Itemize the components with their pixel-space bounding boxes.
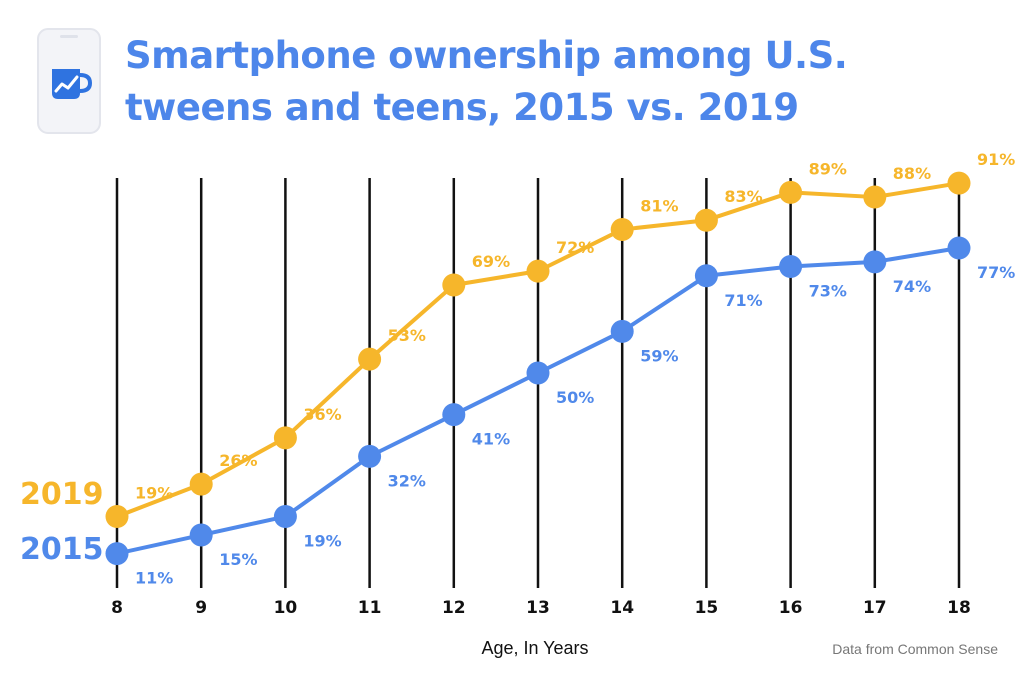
data-label-2015-age-11: 32% bbox=[388, 471, 426, 490]
data-label-2019-age-11: 53% bbox=[388, 326, 426, 345]
point-2015-age-9 bbox=[189, 523, 213, 547]
point-2015-age-18 bbox=[947, 236, 971, 260]
point-2019-age-17 bbox=[863, 185, 887, 209]
point-2015-age-17 bbox=[863, 250, 887, 274]
data-label-2019-age-18: 91% bbox=[977, 150, 1015, 169]
data-label-2019-age-14: 81% bbox=[640, 196, 678, 215]
x-tick-13: 13 bbox=[526, 598, 550, 618]
point-2015-age-16 bbox=[779, 255, 803, 279]
point-2019-age-14 bbox=[610, 217, 634, 241]
point-2019-age-13 bbox=[526, 259, 550, 283]
x-tick-18: 18 bbox=[947, 598, 971, 618]
x-tick-10: 10 bbox=[274, 598, 298, 618]
chart-title: Smartphone ownership among U.S. tweens a… bbox=[125, 30, 1005, 134]
x-axis-label: Age, In Years bbox=[481, 638, 589, 658]
x-tick-8: 8 bbox=[111, 598, 123, 618]
data-label-2015-age-14: 59% bbox=[640, 346, 678, 365]
data-label-2015-age-8: 11% bbox=[135, 569, 173, 588]
point-2019-age-9 bbox=[189, 472, 213, 496]
data-label-2019-age-10: 36% bbox=[303, 405, 341, 424]
chart-title-line-2: tweens and teens, 2015 vs. 2019 bbox=[125, 86, 799, 129]
data-label-2019-age-12: 69% bbox=[472, 252, 510, 271]
data-label-2015-age-17: 74% bbox=[893, 277, 931, 296]
point-2019-age-8 bbox=[105, 505, 129, 529]
point-2019-age-18 bbox=[947, 171, 971, 195]
source-note: Data from Common Sense bbox=[832, 641, 998, 657]
x-tick-12: 12 bbox=[442, 598, 466, 618]
data-label-2019-age-17: 88% bbox=[893, 164, 931, 183]
series-name-2015: 2015 bbox=[20, 532, 104, 567]
point-2019-age-12 bbox=[442, 273, 466, 297]
x-tick-17: 17 bbox=[863, 598, 887, 618]
point-2019-age-10 bbox=[273, 426, 297, 450]
data-label-2015-age-12: 41% bbox=[472, 430, 510, 449]
point-2015-age-15 bbox=[694, 264, 718, 288]
data-label-2015-age-18: 77% bbox=[977, 263, 1015, 282]
point-2015-age-8 bbox=[105, 542, 129, 566]
data-label-2015-age-13: 50% bbox=[556, 388, 594, 407]
point-2015-age-13 bbox=[526, 361, 550, 385]
point-2015-age-12 bbox=[442, 403, 466, 427]
x-tick-16: 16 bbox=[779, 598, 803, 618]
series-name-2019: 2019 bbox=[20, 477, 104, 512]
data-label-2019-age-8: 19% bbox=[135, 484, 173, 503]
x-tick-15: 15 bbox=[695, 598, 719, 618]
data-label-2015-age-16: 73% bbox=[809, 282, 847, 301]
point-2019-age-16 bbox=[779, 180, 803, 204]
x-tick-14: 14 bbox=[610, 598, 634, 618]
data-label-2015-age-15: 71% bbox=[724, 291, 762, 310]
data-label-2019-age-16: 89% bbox=[809, 159, 847, 178]
x-tick-11: 11 bbox=[358, 598, 382, 618]
point-2015-age-10 bbox=[273, 505, 297, 529]
point-2019-age-15 bbox=[694, 208, 718, 232]
point-2019-age-11 bbox=[358, 347, 382, 371]
point-2015-age-14 bbox=[610, 319, 634, 343]
chart-title-line-1: Smartphone ownership among U.S. bbox=[125, 34, 848, 77]
data-label-2015-age-9: 15% bbox=[219, 550, 257, 569]
data-label-2019-age-15: 83% bbox=[724, 187, 762, 206]
data-label-2019-age-13: 72% bbox=[556, 238, 594, 257]
phone-mug-chart-icon bbox=[37, 28, 101, 134]
point-2015-age-11 bbox=[358, 444, 382, 468]
x-tick-9: 9 bbox=[195, 598, 207, 618]
data-label-2015-age-10: 19% bbox=[303, 532, 341, 551]
data-label-2019-age-9: 26% bbox=[219, 451, 257, 470]
